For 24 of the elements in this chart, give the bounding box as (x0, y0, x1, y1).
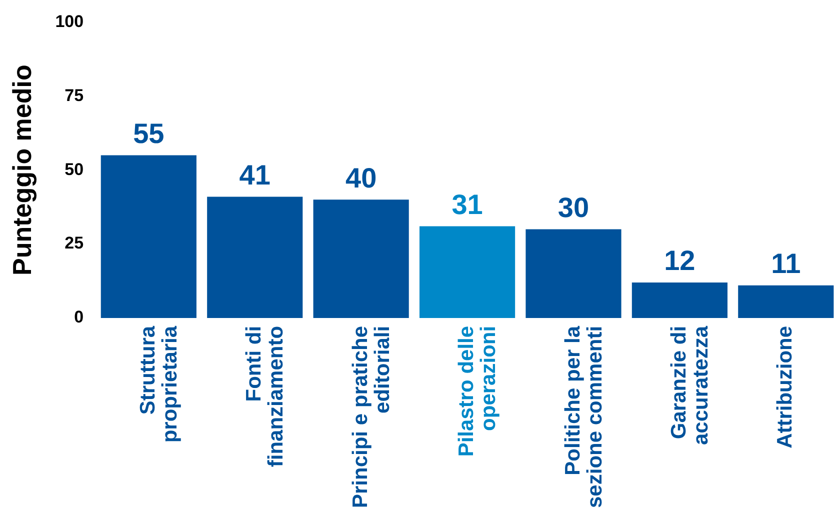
data-label: 11 (771, 248, 801, 280)
x-tick-label: Struttura proprietaria (136, 326, 182, 443)
data-label: 31 (452, 188, 483, 220)
y-tick-label: 50 (64, 160, 84, 179)
bar (632, 282, 728, 318)
bar (207, 196, 303, 318)
bar (100, 155, 196, 318)
y-tick-label: 0 (74, 308, 84, 327)
bar (526, 229, 622, 318)
y-tick-label: 75 (64, 86, 84, 105)
data-label: 41 (239, 159, 270, 190)
data-label: 12 (664, 245, 696, 276)
y-axis-title: Punteggio medio (6, 64, 37, 276)
data-label: 55 (133, 118, 164, 150)
y-tick-label: 100 (55, 12, 84, 31)
bar (419, 226, 516, 318)
data-label: 30 (558, 192, 590, 223)
x-tick-label: Pilastro delle operazioni (455, 326, 500, 457)
data-label: 40 (346, 162, 377, 194)
x-tick-label: Attribuzione (774, 326, 797, 448)
bar (313, 200, 409, 318)
bar (738, 285, 834, 318)
x-tick-label: Politiche per la sezione commenti (561, 326, 606, 508)
y-tick-label: 25 (64, 234, 84, 253)
